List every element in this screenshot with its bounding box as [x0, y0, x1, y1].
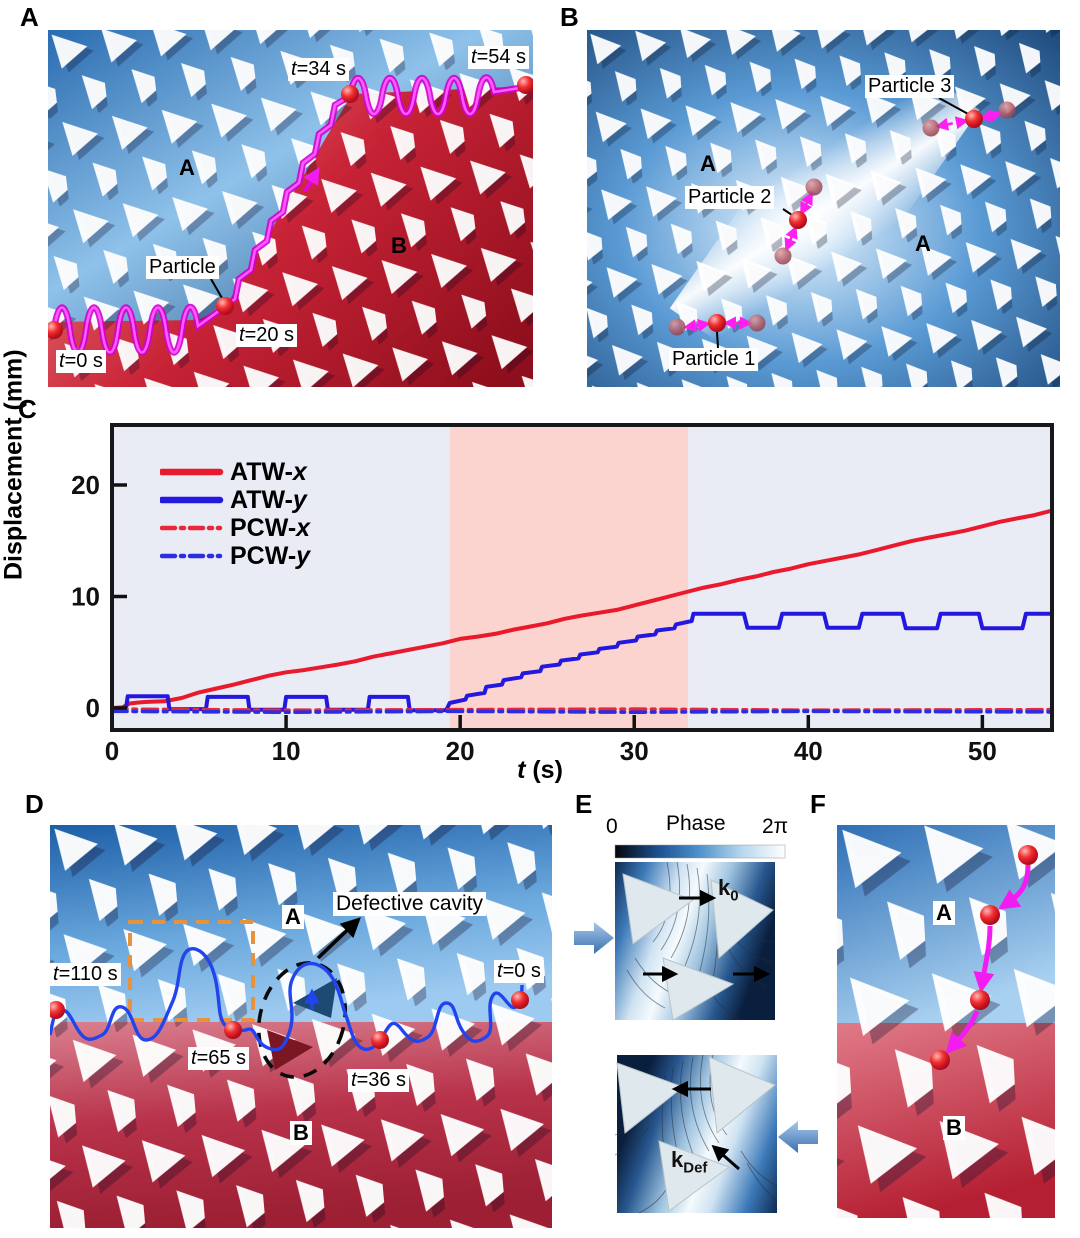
legend-line-sample: [160, 496, 224, 504]
legend-line-sample: [160, 525, 223, 531]
oscillation-arrows: [683, 109, 1003, 333]
region-a-label: A: [282, 904, 304, 930]
region-a-label: A: [179, 155, 195, 180]
panel-label-b: B: [560, 2, 579, 32]
colorbar-max-label: 2π: [762, 815, 789, 838]
k0-label: k0: [718, 875, 739, 905]
panel-label-e: E: [575, 789, 593, 819]
particle-pointer-line: [210, 278, 223, 299]
panel-d-micrograph: Defective cavity A t=110 s t=0 s t=65 s …: [50, 825, 552, 1228]
tracer-spheres: [930, 845, 1038, 1070]
phase-image-k0: [615, 861, 775, 1021]
triangle-lattice: [50, 825, 552, 1228]
panel-a-micrograph: t=34 s t=54 s A B Particle t=20 s t=0 s: [48, 30, 533, 387]
colorbar-min-label: 0: [606, 815, 618, 838]
legend-line-sample: [160, 553, 223, 559]
particle3-label: Particle 3: [865, 75, 955, 98]
time-label-t36: t=36 s: [348, 1069, 410, 1092]
particle2-label: Particle 2: [685, 186, 775, 209]
time-label-t54: t=54 s: [468, 46, 530, 69]
time-label-t20: t=20 s: [236, 324, 298, 347]
svg-text:10: 10: [71, 582, 100, 612]
particle-trajectory: [50, 74, 530, 356]
time-label-t0: t=0 s: [494, 960, 544, 983]
legend-item-pcw-x: PCW-x: [160, 514, 310, 542]
tracer-spheres: [50, 991, 529, 1049]
region-b-label: B: [290, 1120, 312, 1146]
legend-item-atw-y: ATW-y: [160, 486, 310, 514]
x-axis-label: t (s): [517, 756, 563, 784]
svg-text:20: 20: [446, 736, 475, 766]
time-label-t34: t=34 s: [288, 58, 350, 81]
panel-c-chart: 0 10 20 0 10 20 30 40 50 Displacement (mm) t (s)…: [0, 349, 1080, 790]
particle1-label: Particle 1: [669, 348, 759, 371]
panel-b-graphic: [587, 30, 1060, 387]
legend-item-pcw-y: PCW-y: [160, 542, 310, 570]
panel-b-micrograph: Particle 3 A Particle 2 A Particle 1: [587, 30, 1060, 387]
wave-input-arrow-left: [778, 1121, 818, 1153]
panel-d-graphic: [50, 825, 552, 1228]
legend-line-sample: [160, 468, 224, 476]
time-label-t0: t=0 s: [56, 350, 106, 373]
panel-f-micrograph: A B: [837, 825, 1055, 1218]
triangle-lattice: [587, 30, 1060, 387]
panel-label-c: C: [18, 394, 37, 424]
colorbar-title: Phase: [666, 812, 726, 835]
panel-e-phase: 0 Phase 2π: [570, 795, 832, 1238]
defective-cavity-arrow: [316, 917, 361, 960]
defective-cavity-ellipse: [256, 961, 348, 1079]
displacement-chart: 0 10 20 0 10 20 30 40 50: [71, 423, 1054, 766]
phase-colorbar: [614, 844, 786, 859]
panel-label-a: A: [20, 2, 39, 32]
region-b-label: B: [943, 1115, 965, 1141]
chart-legend: ATW-x ATW-y PCW-x PCW-y: [160, 458, 310, 570]
region-a-label-2: A: [915, 231, 931, 256]
svg-text:0: 0: [86, 693, 100, 723]
region-b-label: B: [391, 233, 407, 258]
defective-cavity-label: Defective cavity: [333, 892, 487, 917]
svg-text:10: 10: [272, 736, 301, 766]
wave-input-arrow-right: [574, 922, 614, 954]
kdef-label: kDef: [671, 1147, 708, 1177]
svg-text:40: 40: [794, 736, 823, 766]
particle-spheres: [708, 110, 983, 332]
svg-text:0: 0: [105, 736, 119, 766]
panel-f-graphic: [837, 825, 1055, 1218]
hop-arrows: [945, 864, 1031, 1055]
svg-text:30: 30: [620, 736, 649, 766]
region-a-label: A: [933, 900, 955, 926]
time-label-t110: t=110 s: [50, 963, 121, 986]
panel-e-graphic: [574, 844, 818, 1214]
panel-a-graphic: [48, 30, 533, 387]
panel-label-f: F: [810, 789, 826, 819]
legend-item-atw-x: ATW-x: [160, 458, 310, 486]
particle-trajectory: [50, 946, 524, 1052]
panel-label-d: D: [25, 789, 44, 819]
tracer-spheres: [48, 76, 533, 339]
region-a-label-1: A: [700, 151, 716, 176]
particle-label: Particle: [146, 256, 219, 279]
svg-text:20: 20: [71, 470, 100, 500]
ghost-spheres: [668, 101, 1016, 336]
phase-image-kdef: [614, 1054, 778, 1214]
time-label-t65: t=65 s: [188, 1047, 250, 1070]
svg-text:50: 50: [968, 736, 997, 766]
